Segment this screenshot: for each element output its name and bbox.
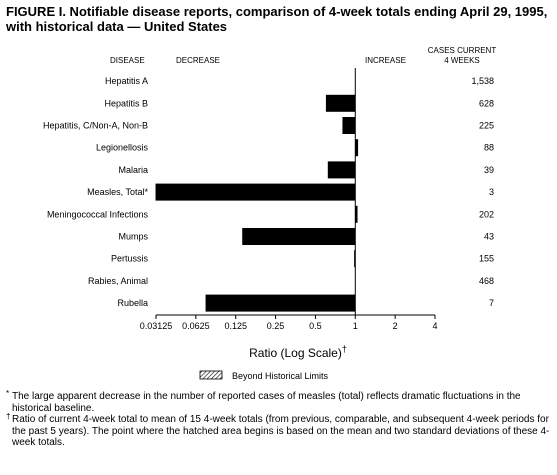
footnote-text: The large apparent decrease in the numbe… [12,391,521,414]
disease-label: Pertussis [111,254,149,264]
chart-row: Hepatitis B 628 [104,94,494,112]
x-axis-label-mark: † [342,344,347,354]
chart-row: Legionellosis 88 [96,139,494,157]
x-tick-label: 1 [353,321,358,331]
ratio-bar [155,183,356,201]
footnote-ratio: † Ratio of current 4-week total to mean … [6,412,551,449]
x-tick-label: 0.125 [224,321,247,331]
disease-header: DISEASE [110,56,145,65]
footnote-text: Ratio of current 4-week total to mean of… [12,414,550,448]
cases-value: 468 [479,276,494,286]
disease-label: Legionellosis [96,143,149,153]
x-tick-label: 2 [393,321,398,331]
disease-label: Rubella [117,298,148,308]
cases-header-line1: CASES CURRENT [428,46,497,55]
cases-value: 628 [479,98,494,108]
disease-label: Hepatitis B [104,98,148,108]
x-tick-label: 0.0625 [182,321,210,331]
disease-label: Measles, Total* [87,187,148,197]
x-axis: 0.03125 0.0625 0.125 0.25 0.5 1 2 4 [140,314,438,331]
disease-label: Hepatitis A [105,76,148,86]
legend-label: Beyond Historical Limits [232,371,329,381]
disease-label: Malaria [118,165,148,175]
cases-value: 1,538 [471,76,494,86]
chart-row: Rabies, Animal 468 [88,276,494,286]
cases-value: 225 [479,121,494,131]
ratio-bar [354,250,356,268]
footnote-mark: † [6,412,11,421]
disease-label: Mumps [118,232,148,242]
increase-header: INCREASE [365,56,406,65]
figure-title: FIGURE I. Notifiable disease reports, co… [6,4,548,34]
chart-row: Mumps 43 [118,228,494,245]
chart-row: Malaria 39 [118,161,494,179]
x-tick-label: 4 [432,321,437,331]
cases-value: 3 [489,187,494,197]
ratio-bar [355,139,359,157]
cases-header-line2: 4 WEEKS [444,56,480,65]
ratio-bar [327,161,356,179]
cases-value: 7 [489,298,494,308]
legend-hatch-swatch [199,370,223,380]
x-axis-label: Ratio (Log Scale)† [249,344,347,360]
ratio-bar [242,228,356,245]
chart-row: Rubella 7 [117,294,494,312]
footnotes: * The large apparent decrease in the num… [6,389,551,449]
disease-label: Rabies, Animal [88,276,148,286]
chart-row: Pertussis 155 [111,250,494,268]
ratio-bar [342,117,356,134]
cases-value: 43 [484,232,494,242]
x-tick-label: 0.5 [309,321,322,331]
cases-value: 39 [484,165,494,175]
ratio-bar [325,94,356,112]
chart: DISEASE DECREASE INCREASE CASES CURRENT … [43,46,497,381]
disease-label: Hepatitis, C/Non-A, Non-B [43,121,148,131]
footnote-measles: * The large apparent decrease in the num… [6,389,551,414]
chart-row: Meningococcal Infections 202 [47,205,494,223]
cases-value: 88 [484,143,494,153]
x-tick-label: 0.03125 [140,321,173,331]
ratio-bar [355,205,358,223]
ratio-bar [205,294,356,312]
chart-row: Hepatitis A 1,538 [105,76,494,86]
cases-value: 155 [479,254,494,264]
chart-row: Measles, Total* 3 [87,183,494,201]
cases-value: 202 [479,209,494,219]
chart-row: Hepatitis, C/Non-A, Non-B 225 [43,117,494,134]
disease-label: Meningococcal Infections [47,209,149,219]
x-axis-label-text: Ratio (Log Scale) [249,346,342,360]
decrease-header: DECREASE [176,56,220,65]
x-tick-label: 0.25 [267,321,285,331]
footnote-mark: * [6,389,10,398]
